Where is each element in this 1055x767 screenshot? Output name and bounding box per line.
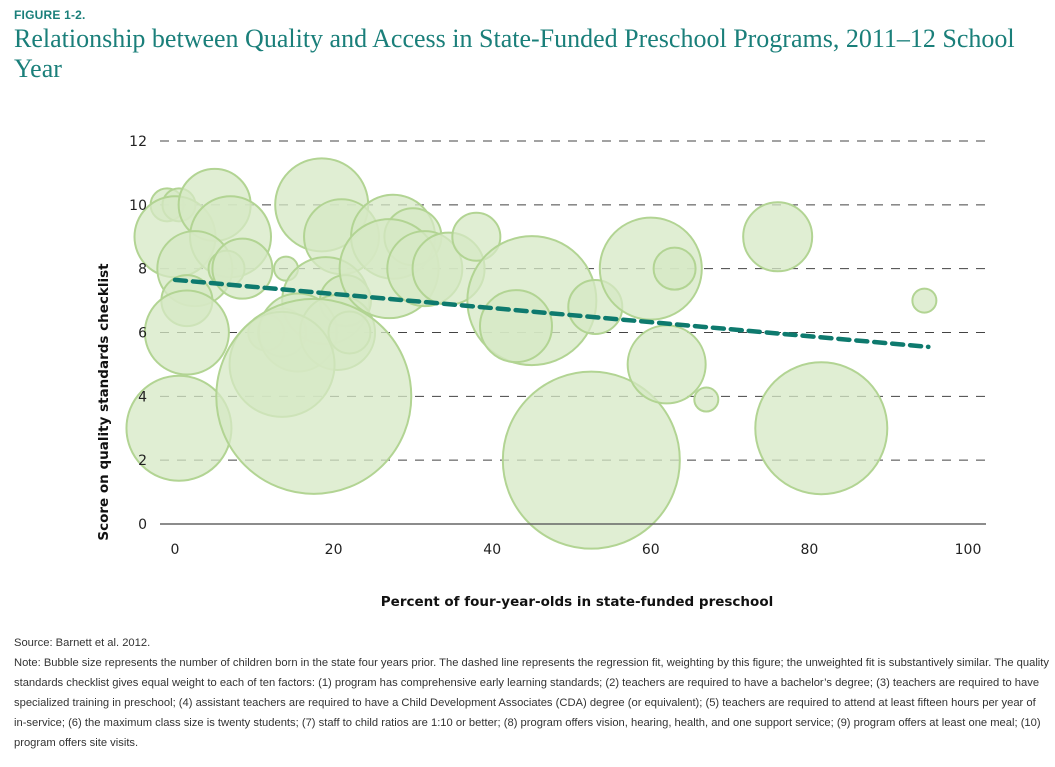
note-text: Note: Bubble size represents the number … bbox=[14, 657, 1049, 749]
regression-line bbox=[172, 277, 931, 350]
x-tick-label: 80 bbox=[800, 542, 818, 558]
y-tick-label: 12 bbox=[129, 134, 147, 150]
y-tick-label: 4 bbox=[138, 389, 147, 405]
bubble bbox=[478, 289, 553, 364]
x-tick-label: 100 bbox=[955, 542, 982, 558]
y-tick-label: 2 bbox=[138, 453, 147, 469]
bubble bbox=[501, 370, 681, 550]
x-axis-label: Percent of four-year-olds in state-funde… bbox=[381, 594, 773, 610]
bubble bbox=[626, 324, 707, 405]
bubble bbox=[742, 201, 814, 273]
y-tick-label: 10 bbox=[129, 198, 147, 214]
x-tick-label: 60 bbox=[642, 542, 660, 558]
x-tick-label: 0 bbox=[171, 542, 180, 558]
bubble bbox=[215, 297, 413, 495]
figure-notes: Source: Barnett et al. 2012. Note: Bubbl… bbox=[14, 633, 1049, 753]
regression-fit bbox=[172, 277, 931, 350]
x-tick-label: 40 bbox=[483, 542, 501, 558]
bubble bbox=[754, 361, 889, 496]
bubble bbox=[143, 289, 230, 376]
source-text: Source: Barnett et al. 2012. bbox=[14, 637, 151, 649]
x-tick-label: 20 bbox=[325, 542, 343, 558]
axes: 0 2 4 6 8 10 12 0 20 40 60 80 100 bbox=[129, 134, 986, 558]
y-axis-label: Score on quality standards checklist bbox=[96, 263, 112, 541]
bubble bbox=[652, 246, 697, 291]
bubble bbox=[911, 287, 938, 314]
figure-label: FIGURE 1-2. bbox=[14, 8, 86, 22]
bubble bbox=[451, 211, 502, 262]
bubble bbox=[693, 386, 720, 413]
bubbles bbox=[125, 157, 938, 550]
figure-title: Relationship between Quality and Access … bbox=[14, 24, 1015, 83]
y-tick-label: 0 bbox=[138, 517, 147, 533]
bubble bbox=[598, 216, 703, 321]
bubble-chart: 0 2 4 6 8 10 12 0 20 40 60 80 100 Score on quality s… bbox=[96, 134, 986, 610]
y-tick-label: 8 bbox=[138, 262, 147, 278]
y-tick-label: 6 bbox=[138, 326, 147, 342]
